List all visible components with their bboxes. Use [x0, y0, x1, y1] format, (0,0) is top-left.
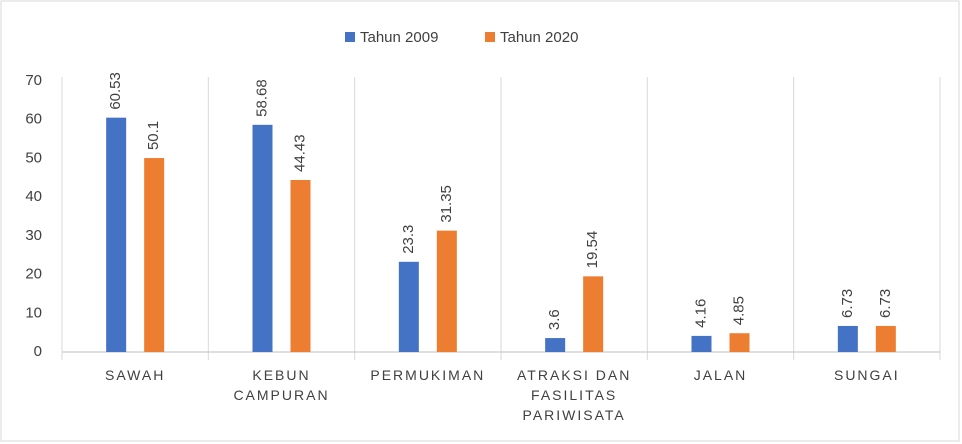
bar [583, 276, 604, 352]
bar [106, 117, 127, 352]
x-tick-label: SAWAH [105, 367, 165, 383]
bar [729, 333, 750, 352]
bar [144, 158, 165, 352]
bar [545, 338, 566, 352]
bar [398, 261, 419, 352]
value-label: 6.73 [877, 289, 894, 318]
value-label: 23.3 [400, 225, 417, 254]
y-tick-label: 20 [25, 266, 42, 283]
value-label: 31.35 [438, 185, 455, 223]
y-tick-label: 70 [25, 72, 42, 89]
y-tick-label: 60 [25, 111, 42, 128]
legend-swatch [485, 32, 495, 42]
legend-swatch [345, 32, 355, 42]
value-label: 60.53 [107, 72, 124, 110]
bar [837, 325, 858, 352]
value-label: 4.16 [692, 299, 709, 328]
bar [252, 124, 273, 352]
x-tick-label: SUNGAI [834, 367, 900, 383]
x-tick-label: JALAN [694, 367, 748, 383]
x-tick-label: KEBUN CAMPURAN [233, 367, 329, 403]
y-tick-label: 10 [25, 304, 42, 321]
bar [875, 325, 896, 352]
value-label: 19.54 [584, 231, 601, 269]
value-label: 3.6 [546, 309, 563, 330]
value-label: 58.68 [253, 79, 270, 117]
y-tick-label: 30 [25, 227, 42, 244]
bar [691, 335, 712, 352]
bar [436, 230, 457, 352]
value-label: 6.73 [839, 289, 856, 318]
value-label: 44.43 [291, 134, 308, 172]
legend-label: Tahun 2009 [360, 29, 438, 46]
y-tick-label: 0 [34, 343, 42, 360]
x-tick-label: ATRAKSI DAN FASILITAS PARIWISATA [517, 367, 631, 423]
y-tick-label: 40 [25, 188, 42, 205]
value-label: 4.85 [730, 296, 747, 325]
bar [290, 179, 311, 352]
x-tick-label: PERMUKIMAN [370, 367, 485, 383]
y-tick-label: 50 [25, 149, 42, 166]
legend-label: Tahun 2020 [500, 29, 578, 46]
value-label: 50.1 [145, 121, 162, 150]
